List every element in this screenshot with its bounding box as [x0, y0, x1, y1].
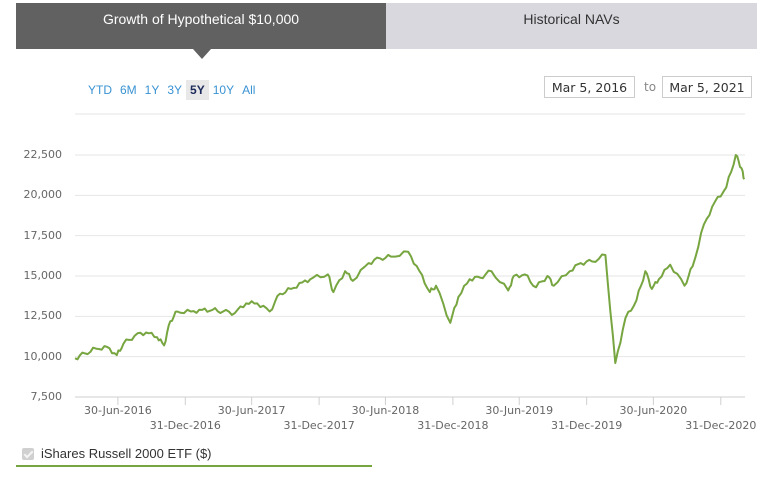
- legend-label: iShares Russell 2000 ETF ($): [41, 446, 212, 461]
- y-axis-label: 12,500: [23, 309, 63, 323]
- x-axis-label: 30-Jun-2017: [217, 404, 286, 417]
- x-axis-label: 30-Jun-2016: [84, 404, 152, 417]
- from-date-input[interactable]: Mar 5, 2016: [544, 76, 635, 98]
- chart-plot-area: [74, 113, 746, 405]
- tab-label: Growth of Hypothetical $10,000: [102, 11, 300, 27]
- y-axis-label: 20,000: [23, 188, 63, 202]
- range-5y[interactable]: 5Y: [186, 80, 209, 100]
- y-axis-label: 17,500: [23, 228, 63, 242]
- range-ytd[interactable]: YTD: [88, 83, 112, 97]
- y-axis-label: 15,000: [23, 269, 63, 282]
- legend-checkbox[interactable]: [22, 447, 34, 460]
- x-axis-ticks: [117, 397, 722, 405]
- y-axis-label: 10,000: [23, 349, 63, 363]
- chart-gridlines: [75, 113, 745, 398]
- range-1y[interactable]: 1Y: [144, 83, 160, 97]
- tab-label: Historical NAVs: [523, 11, 620, 27]
- x-axis-label: 30-Jun-2018: [351, 404, 420, 417]
- range-all[interactable]: All: [242, 83, 256, 97]
- legend-item[interactable]: iShares Russell 2000 ETF ($): [22, 446, 212, 461]
- to-date-input[interactable]: Mar 5, 2021: [662, 76, 752, 98]
- legend-underline: [16, 465, 372, 467]
- tab-bar: Growth of Hypothetical $10,000 Historica…: [16, 3, 757, 59]
- range-6m[interactable]: 6M: [120, 83, 137, 97]
- tab-growth-of-10000[interactable]: Growth of Hypothetical $10,000: [16, 3, 386, 59]
- x-axis-label: 31-Dec-2017: [283, 419, 355, 432]
- date-range-to-label: to: [644, 80, 657, 94]
- x-axis-label: 31-Dec-2016: [149, 419, 221, 432]
- range-selector: YTD 6M 1Y 3Y 5Y 10Y All: [84, 80, 259, 100]
- tab-historical-navs[interactable]: Historical NAVs: [386, 3, 757, 49]
- range-3y[interactable]: 3Y: [167, 83, 183, 97]
- range-10y[interactable]: 10Y: [212, 83, 235, 97]
- x-axis-label: 31-Dec-2018: [417, 419, 489, 432]
- y-axis-label: 7,500: [30, 390, 63, 403]
- y-axis-label: 22,500: [23, 148, 63, 161]
- series-line[interactable]: [74, 154, 746, 365]
- x-axis-label: 31-Dec-2019: [551, 419, 623, 432]
- x-axis-label: 30-Jun-2019: [485, 404, 554, 417]
- x-axis-label: 30-Jun-2020: [619, 404, 688, 417]
- x-axis-label: 31-Dec-2020: [685, 419, 757, 432]
